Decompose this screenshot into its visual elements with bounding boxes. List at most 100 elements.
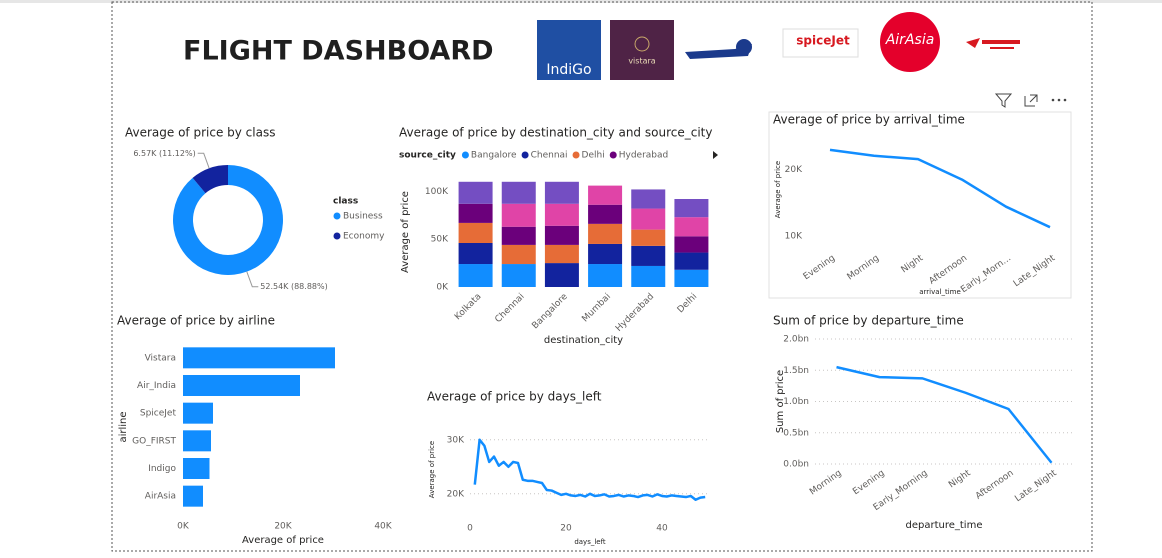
bar-segment (588, 264, 623, 287)
y-tick-label: Indigo (148, 464, 176, 474)
line (836, 365, 1053, 464)
bar-segment (544, 263, 579, 287)
x-tick-label: 0K (177, 522, 190, 532)
x-tick-label: Afternoon (927, 253, 969, 286)
legend-label: Economy (343, 232, 385, 242)
bar-segment (501, 203, 536, 227)
y-tick-label: Vistara (145, 353, 176, 363)
legend-label: Chennai (531, 151, 568, 161)
legend-marker (461, 151, 469, 159)
x-tick-label: Delhi (676, 292, 699, 315)
bar-segment (674, 236, 709, 253)
bar-segment (631, 208, 666, 230)
leader-line (197, 152, 210, 169)
x-tick-label: Afternoon (974, 468, 1016, 501)
x-tick-label: 40K (374, 522, 392, 532)
line (829, 148, 1051, 229)
x-tick-label: Morning (846, 253, 882, 282)
logo-gofirst (685, 39, 752, 59)
y-tick-label: GO_FIRST (132, 436, 176, 446)
logo-airasia: AirAsia (880, 12, 940, 72)
chart-title: Sum of price by departure_time (773, 314, 964, 328)
logo-text: IndiGo (546, 62, 591, 78)
bar-segment (674, 252, 709, 270)
bar-segment (588, 223, 623, 244)
bar-segment (674, 199, 709, 218)
y-axis-label: Average of price (428, 441, 436, 498)
legend-label: Bangalore (471, 151, 517, 161)
bar-segment (588, 204, 623, 224)
bar (183, 402, 213, 424)
legend-marker (333, 232, 341, 240)
y-tick-label: 100K (425, 187, 449, 197)
x-tick-label: Hyderabad (614, 292, 656, 334)
y-tick-label: 50K (431, 235, 449, 245)
y-axis-label: Sum of price (775, 370, 786, 433)
bar-segment (588, 243, 623, 265)
x-tick-label: 40 (656, 524, 668, 534)
chart-title: Average of price by days_left (427, 390, 602, 404)
legend-arrow[interactable] (713, 151, 718, 159)
legend-title: class (333, 197, 358, 207)
focus-icon[interactable] (1024, 94, 1038, 107)
bar-segment (544, 181, 579, 204)
bar-segment (458, 181, 493, 204)
x-axis-label: Average of price (242, 535, 324, 546)
x-tick-label: Night (947, 468, 973, 490)
bar-segment (458, 264, 493, 287)
x-tick-label: Morning (808, 468, 844, 497)
chart-title: Average of price by class (125, 126, 275, 140)
x-tick-label: Bangalore (530, 291, 570, 331)
legend-label: Delhi (582, 151, 605, 161)
logo-spicejet: spiceJet (782, 28, 859, 58)
x-tick-label: Late_Night (1013, 468, 1059, 504)
chart-title: Average of price by destination_city and… (399, 126, 712, 140)
bar (183, 458, 210, 479)
x-tick-label: Night (900, 253, 926, 275)
bar-segment (544, 244, 579, 264)
bar-segment (501, 244, 536, 265)
more-options[interactable] (1051, 98, 1067, 102)
x-axis-label: arrival_time (919, 288, 961, 296)
logo-airindia (966, 38, 1020, 49)
y-tick-label: 0.0bn (783, 460, 809, 470)
data-label: 52.54K (88.88%) (260, 282, 327, 291)
filter-icon[interactable] (994, 93, 1013, 108)
logo-indigo: IndiGo (537, 20, 601, 80)
x-tick-label: 0 (467, 524, 473, 534)
logo-text: spiceJet (796, 34, 850, 48)
bar-segment (674, 217, 709, 237)
x-tick-label: 20K (274, 522, 292, 532)
legend-label: Hyderabad (619, 151, 669, 161)
data-label: 6.57K (11.12%) (133, 149, 195, 158)
bar-segment (501, 181, 536, 204)
visual-frame (768, 111, 1072, 299)
bar (183, 375, 300, 396)
logo-text: AirAsia (885, 32, 935, 48)
x-tick-label: Evening (802, 253, 837, 282)
y-tick-label: AirAsia (145, 492, 176, 502)
bar-segment (501, 226, 536, 245)
leader-line (246, 271, 259, 288)
y-tick-label: 10K (785, 231, 803, 241)
x-tick-label: Mumbai (580, 292, 613, 325)
bar-segment (458, 243, 493, 265)
bar-segment (544, 203, 579, 226)
x-tick-label: Late_Night (1012, 253, 1058, 289)
x-tick-label: Kolkata (453, 292, 483, 322)
bar (183, 430, 211, 452)
y-tick-label: 1.5bn (783, 366, 809, 376)
x-tick-label: Chennai (493, 292, 526, 325)
chart-title: Average of price by arrival_time (773, 113, 965, 127)
legend-title: source_city (399, 151, 456, 161)
y-axis-label: Average of price (774, 161, 782, 218)
bar-segment (588, 185, 623, 205)
bar-segment (544, 225, 579, 245)
y-tick-label: Air_India (137, 381, 176, 391)
x-axis-label: destination_city (544, 335, 623, 346)
donut-slice (192, 164, 228, 194)
line (473, 438, 706, 501)
bar (183, 347, 335, 369)
